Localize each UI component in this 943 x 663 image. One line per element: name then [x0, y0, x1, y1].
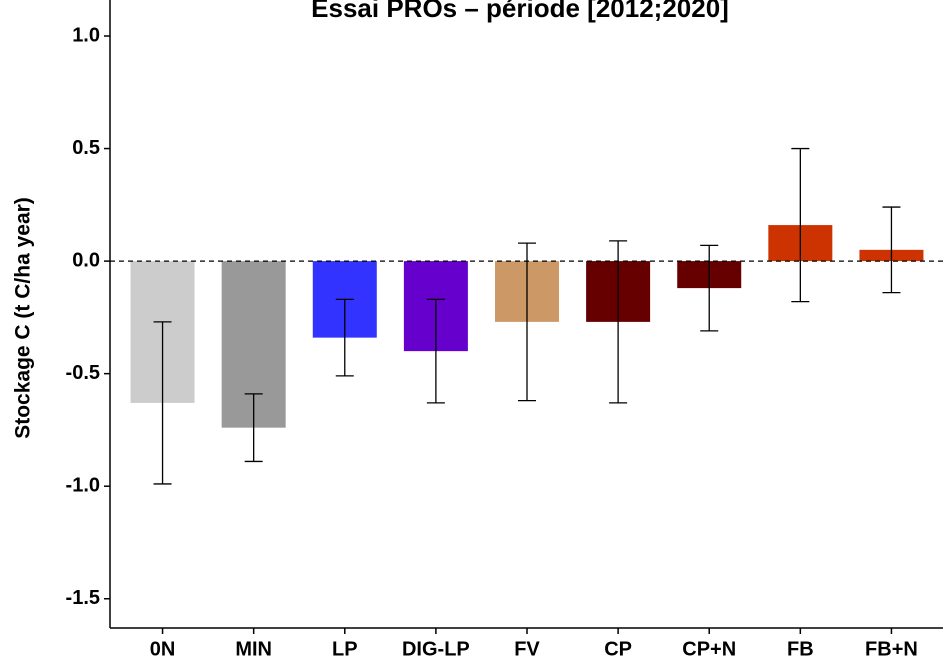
y-tick-label: 0.0 [72, 249, 100, 271]
x-tick-label: LP [332, 638, 358, 660]
x-tick-label: FV [514, 638, 540, 660]
y-tick-label: 1.0 [72, 24, 100, 46]
x-tick-label: FB+N [865, 638, 918, 660]
y-tick-label: -1.5 [66, 587, 100, 609]
x-tick-label: FB [787, 638, 814, 660]
x-tick-label: MIN [235, 638, 272, 660]
y-tick-label: 0.5 [72, 137, 100, 159]
y-tick-label: -1.0 [66, 474, 100, 496]
y-axis-label: Stockage C (t C/ha year) [12, 197, 35, 439]
x-tick-label: CP [604, 638, 632, 660]
y-tick-label: -0.5 [66, 362, 100, 384]
chart-title: Essai PROs – période [2012;2020] [311, 0, 729, 23]
x-tick-label: DIG-LP [402, 638, 470, 660]
x-tick-label: 0N [150, 638, 176, 660]
x-tick-label: CP+N [682, 638, 736, 660]
